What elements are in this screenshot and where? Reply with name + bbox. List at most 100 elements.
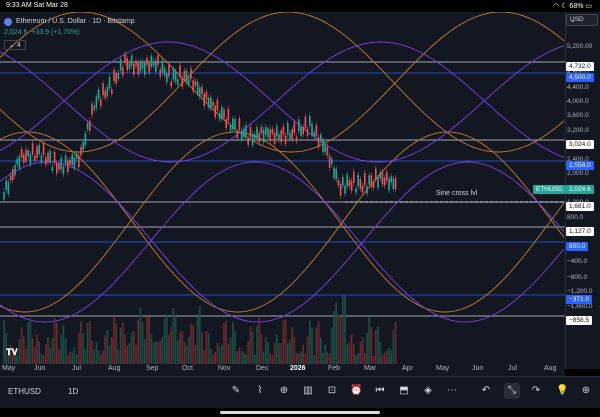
candle xyxy=(71,154,73,165)
volume-bar xyxy=(377,326,379,364)
indicators-toggle[interactable]: ⌄ 4 xyxy=(4,39,26,50)
candle xyxy=(254,134,256,139)
volume-bar xyxy=(333,310,335,364)
candle xyxy=(392,178,395,190)
symbol-button[interactable]: ETHUSD xyxy=(8,387,41,396)
volume-bar xyxy=(328,353,331,364)
price-tag[interactable]: 4,500.0 xyxy=(566,73,594,82)
volume-bar xyxy=(82,333,84,364)
volume-bar xyxy=(157,342,159,364)
alert-icon[interactable]: ⏰ xyxy=(350,385,363,396)
candle xyxy=(196,81,199,94)
candle xyxy=(375,168,377,180)
purple-sine-wave xyxy=(0,161,565,323)
pen-icon[interactable]: ✎ xyxy=(231,385,241,396)
ethereum-icon xyxy=(4,17,12,26)
volume-bar xyxy=(84,348,87,364)
volume-bar xyxy=(183,341,186,364)
more-icon[interactable]: ⋯ xyxy=(447,385,457,396)
lightbulb-icon[interactable]: 💡 xyxy=(556,385,569,396)
candle xyxy=(67,160,69,173)
volume-bar xyxy=(210,348,212,364)
volume-bar xyxy=(150,334,153,364)
volume-bar xyxy=(31,338,34,364)
volume-bar xyxy=(205,331,208,364)
volume-bar xyxy=(370,326,373,364)
price-tag[interactable]: 1,681.0 xyxy=(566,202,594,211)
volume-bar xyxy=(45,343,47,364)
volume-bar xyxy=(381,354,384,364)
indicators-icon[interactable]: ⌇ xyxy=(257,385,263,396)
price-tag[interactable]: 800.0 xyxy=(566,242,589,251)
volume-bar xyxy=(291,327,293,364)
redo-icon[interactable]: ↷ xyxy=(531,385,541,396)
fullscreen-icon[interactable]: ⤡ xyxy=(504,383,520,399)
volume-bar xyxy=(315,327,318,364)
candle xyxy=(355,188,357,193)
price-chart-svg[interactable] xyxy=(0,12,565,369)
volume-bar xyxy=(89,321,91,364)
status-battery: ◠ ☾ 68% ▭ xyxy=(553,3,592,10)
price-tag[interactable]: 1,127.0 xyxy=(566,227,594,236)
price-tag[interactable]: −371.0 xyxy=(566,295,593,304)
candle xyxy=(199,87,201,97)
volume-bar xyxy=(27,322,29,364)
volume-bar xyxy=(166,314,168,364)
volume-bar xyxy=(141,321,144,364)
layers-icon[interactable]: ◈ xyxy=(424,385,432,396)
undo-icon[interactable]: ↶ xyxy=(481,385,491,396)
candle xyxy=(357,174,359,187)
currency-select[interactable]: USD ⌄ xyxy=(566,14,598,26)
candle xyxy=(269,129,271,142)
candle xyxy=(366,186,368,194)
volume-bar xyxy=(170,326,172,364)
candle xyxy=(23,154,25,163)
candle xyxy=(324,144,326,153)
price-tag[interactable]: 3,024.0 xyxy=(566,140,594,149)
volume-bar xyxy=(271,354,274,364)
time-axis-label: Feb xyxy=(328,365,341,372)
add-icon[interactable]: ⊕ xyxy=(581,385,591,396)
candle xyxy=(12,169,14,180)
volume-bar xyxy=(67,355,69,364)
candle xyxy=(388,178,390,191)
volume-bar xyxy=(276,334,278,364)
candle xyxy=(36,146,38,159)
object-tree-icon[interactable]: ⬒ xyxy=(399,385,409,396)
volume-bar xyxy=(47,336,49,364)
chart-canvas[interactable]: Ethereum / U.S. Dollar · 1D · Bitstamp 2… xyxy=(0,12,565,369)
candle xyxy=(42,142,45,155)
price-tag[interactable]: 2,024.6 xyxy=(566,185,594,194)
volume-bar xyxy=(124,334,126,364)
candle xyxy=(282,126,285,135)
price-axis-label: 2,400.0 xyxy=(567,156,589,163)
price-tag[interactable]: 2,558.0 xyxy=(566,161,594,170)
volume-bar xyxy=(185,345,188,364)
chart-type-icon[interactable]: ▥ xyxy=(303,385,313,396)
volume-bar xyxy=(335,302,337,364)
volume-bar xyxy=(100,354,102,364)
template-icon[interactable]: ⊡ xyxy=(327,385,337,396)
compare-icon[interactable]: ⊕ xyxy=(279,385,289,396)
volume-bar xyxy=(322,353,324,364)
price-tag[interactable]: −858.5 xyxy=(566,316,593,325)
candle xyxy=(181,78,183,87)
volume-bar xyxy=(344,295,346,364)
price-tag[interactable]: ETHUSD xyxy=(533,185,566,194)
interval-button[interactable]: 1D xyxy=(68,387,79,396)
candle xyxy=(97,89,100,99)
time-axis[interactable]: May Jun Jul Aug Sep Oct Nov Dec 2026 Feb Mar Apr May… xyxy=(0,364,565,376)
replay-icon[interactable]: ⏮ xyxy=(375,385,385,396)
time-axis-label: Jun xyxy=(472,365,484,372)
candle xyxy=(337,180,340,186)
candle xyxy=(335,168,337,180)
candle xyxy=(130,55,133,67)
volume-bar xyxy=(29,318,32,364)
candle xyxy=(359,179,362,189)
candle xyxy=(383,177,386,186)
volume-bar xyxy=(214,352,216,364)
price-axis-label: 3,600.0 xyxy=(567,112,589,119)
volume-bar xyxy=(339,317,342,364)
volume-bar xyxy=(331,327,333,364)
price-tag[interactable]: 4,732.0 xyxy=(566,62,594,71)
